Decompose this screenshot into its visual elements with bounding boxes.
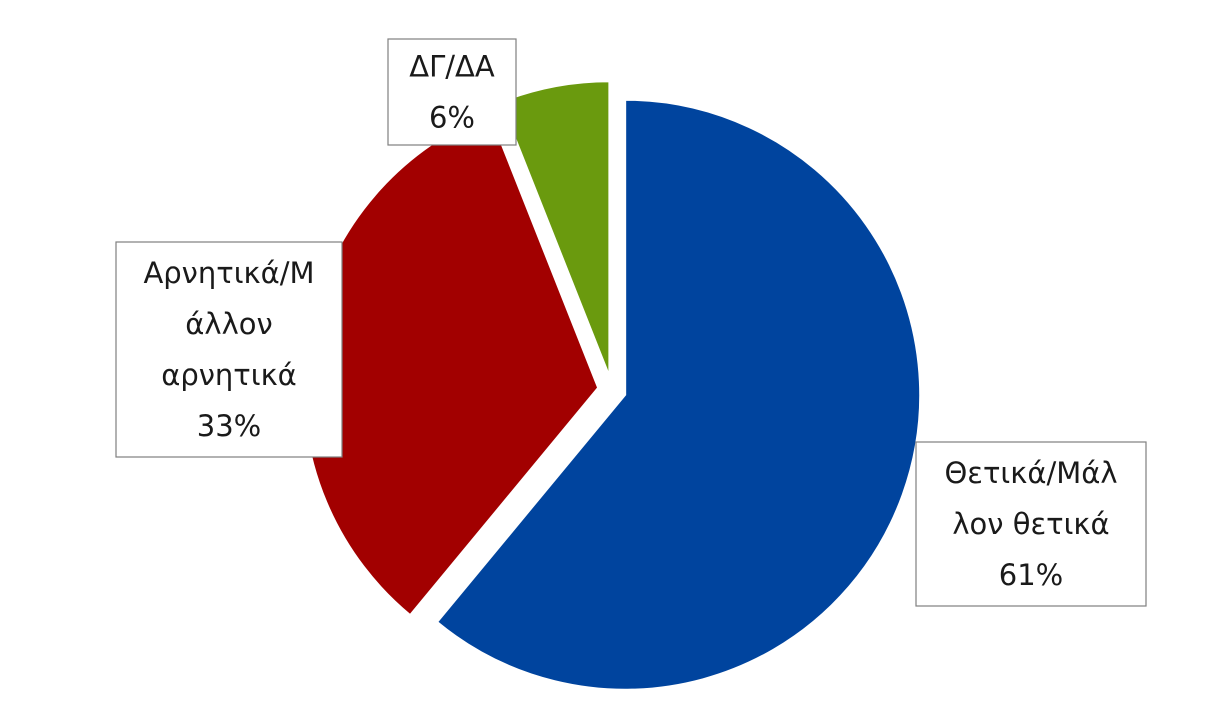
data-label-box	[115, 241, 343, 458]
data-label-category: Αρνητικά/Μ	[143, 256, 314, 290]
data-label-category: άλλον	[185, 307, 272, 341]
slice-data-label: Θετικά/Μάλ λον θετικά 61%	[915, 441, 1147, 607]
data-label-category: λον θετικά	[952, 507, 1109, 541]
data-label-category: αρνητικά	[161, 358, 297, 392]
data-label-percent: 33%	[197, 409, 261, 443]
slice-data-label: ΔΓ/ΔΑ 6%	[387, 38, 517, 146]
data-label-percent: 6%	[429, 101, 475, 135]
data-label-box	[915, 441, 1147, 607]
pie-slice	[435, 98, 922, 691]
data-label-category: Θετικά/Μάλ	[944, 456, 1117, 490]
slice-data-label: Αρνητικά/Μ άλλον αρνητικά 33%	[115, 241, 343, 458]
data-label-percent: 61%	[999, 558, 1063, 592]
data-label-category: ΔΓ/ΔΑ	[409, 50, 495, 84]
data-label-box	[387, 38, 517, 146]
